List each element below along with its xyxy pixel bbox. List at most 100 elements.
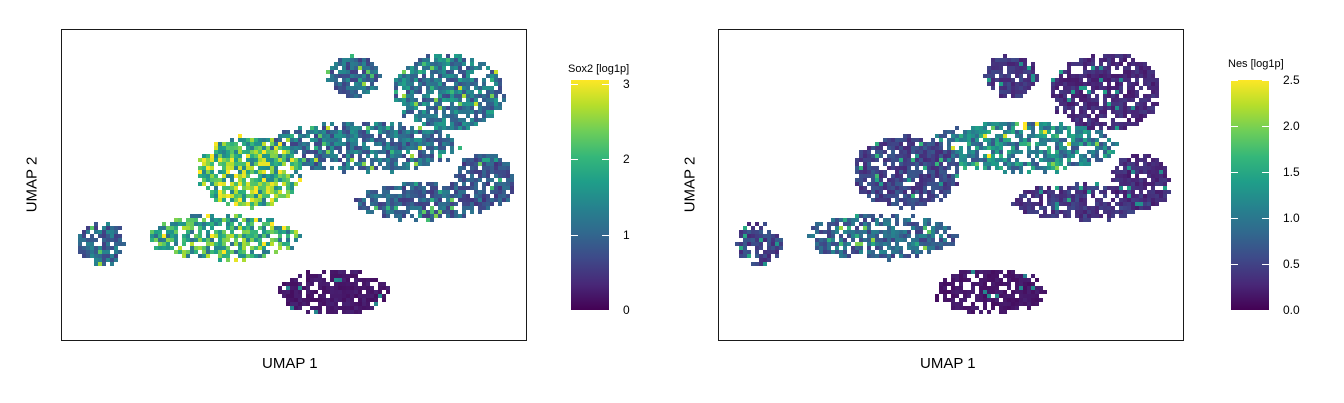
cell-point — [1007, 58, 1011, 62]
cell-point — [1047, 138, 1051, 142]
cell-point — [1091, 122, 1095, 126]
cell-point — [470, 162, 474, 166]
cell-point — [246, 174, 250, 178]
cell-point — [274, 162, 278, 166]
cell-point — [114, 234, 118, 238]
cell-point — [1051, 86, 1055, 90]
cell-point — [999, 142, 1003, 146]
cell-point — [454, 82, 458, 86]
cell-point — [214, 190, 218, 194]
cell-point — [226, 194, 230, 198]
cell-point — [354, 74, 358, 78]
cell-point — [430, 106, 434, 110]
cell-point — [250, 230, 254, 234]
cell-point — [222, 170, 226, 174]
cell-point — [310, 274, 314, 278]
cell-point — [446, 202, 450, 206]
cell-point — [410, 138, 414, 142]
cell-point — [270, 218, 274, 222]
cell-point — [1063, 86, 1067, 90]
cell-point — [290, 142, 294, 146]
cell-point — [362, 206, 366, 210]
cell-point — [110, 254, 114, 258]
cell-point — [258, 218, 262, 222]
cell-point — [342, 302, 346, 306]
cell-point — [450, 150, 454, 154]
cell-point — [1087, 118, 1091, 122]
cell-point — [350, 66, 354, 70]
cell-point — [1107, 62, 1111, 66]
cell-point — [338, 150, 342, 154]
cell-point — [1091, 62, 1095, 66]
cell-point — [350, 138, 354, 142]
cell-point — [266, 222, 270, 226]
cell-point — [206, 242, 210, 246]
cell-point — [354, 142, 358, 146]
cell-point — [1075, 118, 1079, 122]
cell-point — [334, 82, 338, 86]
cell-point — [278, 286, 282, 290]
cell-point — [374, 290, 378, 294]
cell-point — [478, 62, 482, 66]
cell-point — [1067, 86, 1071, 90]
cell-point — [298, 142, 302, 146]
cell-point — [1083, 158, 1087, 162]
cell-point — [422, 194, 426, 198]
cell-point — [298, 306, 302, 310]
cell-point — [378, 126, 382, 130]
cell-point — [430, 134, 434, 138]
cell-point — [202, 162, 206, 166]
cell-point — [366, 190, 370, 194]
cell-point — [991, 66, 995, 70]
cell-point — [358, 166, 362, 170]
cell-point — [470, 102, 474, 106]
cell-point — [222, 242, 226, 246]
cell-point — [454, 110, 458, 114]
cell-point — [342, 78, 346, 82]
cell-point — [382, 166, 386, 170]
cell-point — [450, 142, 454, 146]
cell-point — [330, 146, 334, 150]
cell-point — [210, 234, 214, 238]
cell-point — [438, 206, 442, 210]
cell-point — [278, 234, 282, 238]
cell-point — [370, 62, 374, 66]
cell-point — [222, 174, 226, 178]
cell-point — [498, 174, 502, 178]
cell-point — [334, 310, 338, 314]
cell-point — [86, 230, 90, 234]
cell-point — [322, 142, 326, 146]
cell-point — [398, 138, 402, 142]
sox2-y-axis-label: UMAP 2 — [23, 156, 41, 213]
cell-point — [222, 250, 226, 254]
cell-point — [410, 142, 414, 146]
cell-point — [390, 158, 394, 162]
cell-point — [1067, 62, 1071, 66]
cell-point — [458, 186, 462, 190]
cell-point — [470, 178, 474, 182]
cell-point — [450, 118, 454, 122]
cell-point — [1123, 66, 1127, 70]
cell-point — [338, 278, 342, 282]
cell-point — [378, 286, 382, 290]
cell-point — [482, 206, 486, 210]
cell-point — [1099, 74, 1103, 78]
cell-point — [190, 246, 194, 250]
cell-point — [446, 158, 450, 162]
cell-point — [262, 226, 266, 230]
cell-point — [446, 98, 450, 102]
cell-point — [106, 238, 110, 242]
cell-point — [458, 70, 462, 74]
cell-point — [342, 290, 346, 294]
cell-point — [410, 198, 414, 202]
cell-point — [262, 162, 266, 166]
cell-point — [158, 230, 162, 234]
cell-point — [486, 158, 490, 162]
cell-point — [238, 158, 242, 162]
cell-point — [238, 166, 242, 170]
cell-point — [286, 150, 290, 154]
cell-point — [282, 194, 286, 198]
cell-point — [462, 58, 466, 62]
cell-point — [258, 142, 262, 146]
cell-point — [1143, 98, 1147, 102]
